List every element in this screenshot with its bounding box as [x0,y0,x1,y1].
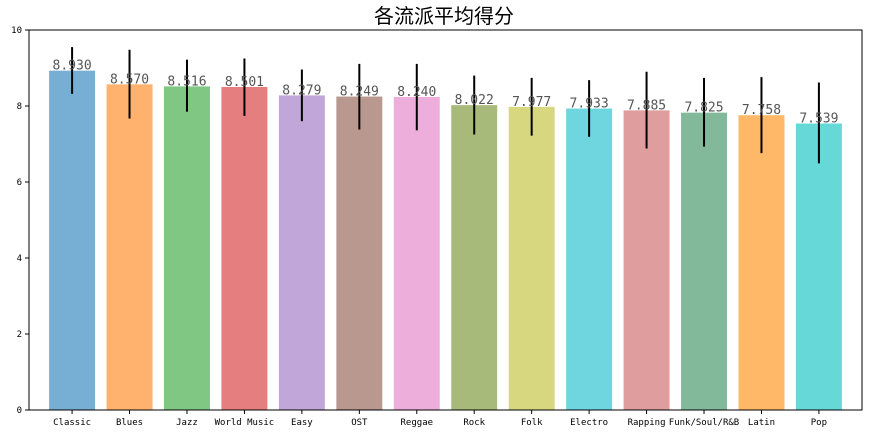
bar [221,86,268,411]
bar [623,110,670,411]
x-tick-label: Rapping [628,418,666,428]
value-label: 8.022 [455,93,494,108]
bar [278,95,325,411]
bar [566,108,613,411]
value-label: 7.758 [742,103,781,118]
bar [336,96,383,410]
bars-layer [49,70,842,411]
value-labels-layer: 8.930 8.570 8.516 8.501 8.279 8.249 8.240 8.022… [53,59,839,127]
value-label: 8.249 [340,85,379,100]
y-tick-label: 6 [17,178,22,188]
value-label: 7.885 [627,98,666,113]
value-label: 7.933 [570,97,609,112]
bar [795,123,842,411]
value-label: 7.539 [799,112,838,127]
x-tick-label: OST [351,418,368,428]
bar [681,112,727,411]
bar [164,86,210,410]
bar [393,96,440,410]
value-label: 8.279 [282,83,321,98]
value-label: 8.240 [397,85,436,100]
bar [49,70,96,410]
bar [106,84,153,410]
x-tick-label: Blues [116,418,143,428]
y-tick-label: 2 [17,330,22,340]
value-label: 8.516 [167,74,206,89]
x-tick-label: Funk/Soul/R&B [669,418,739,428]
bar [738,115,785,410]
value-label: 7.977 [512,95,551,110]
x-tick-label: Rock [463,418,485,428]
bar [451,105,498,410]
value-label: 7.825 [684,101,723,116]
x-tick-label: Jazz [176,418,198,428]
x-tick-label: Reggae [401,418,434,428]
value-label: 8.930 [53,59,92,74]
value-label: 8.570 [110,72,149,87]
x-tick-label: Latin [748,418,775,428]
x-tick-label: Easy [291,418,313,428]
chart-title: 各流派平均得分 [374,4,514,28]
x-tick-label: Electro [570,418,608,428]
x-tick-label: Classic [53,418,91,428]
plot-frame [28,29,863,411]
error-bars-layer [71,47,820,164]
x-tick-label: Pop [811,418,827,428]
y-tick-label: 0 [17,406,22,416]
bar [508,106,555,411]
y-tick-label: 8 [17,102,22,112]
x-tick-label: Folk [521,418,543,428]
x-tick-label: World Music [215,418,275,428]
value-label: 8.501 [225,75,264,90]
y-tick-label: 4 [17,254,22,264]
y-tick-label: 10 [11,26,22,36]
axes-layer: Classic Blues Jazz World Music Easy OST Reggae… [11,26,863,428]
